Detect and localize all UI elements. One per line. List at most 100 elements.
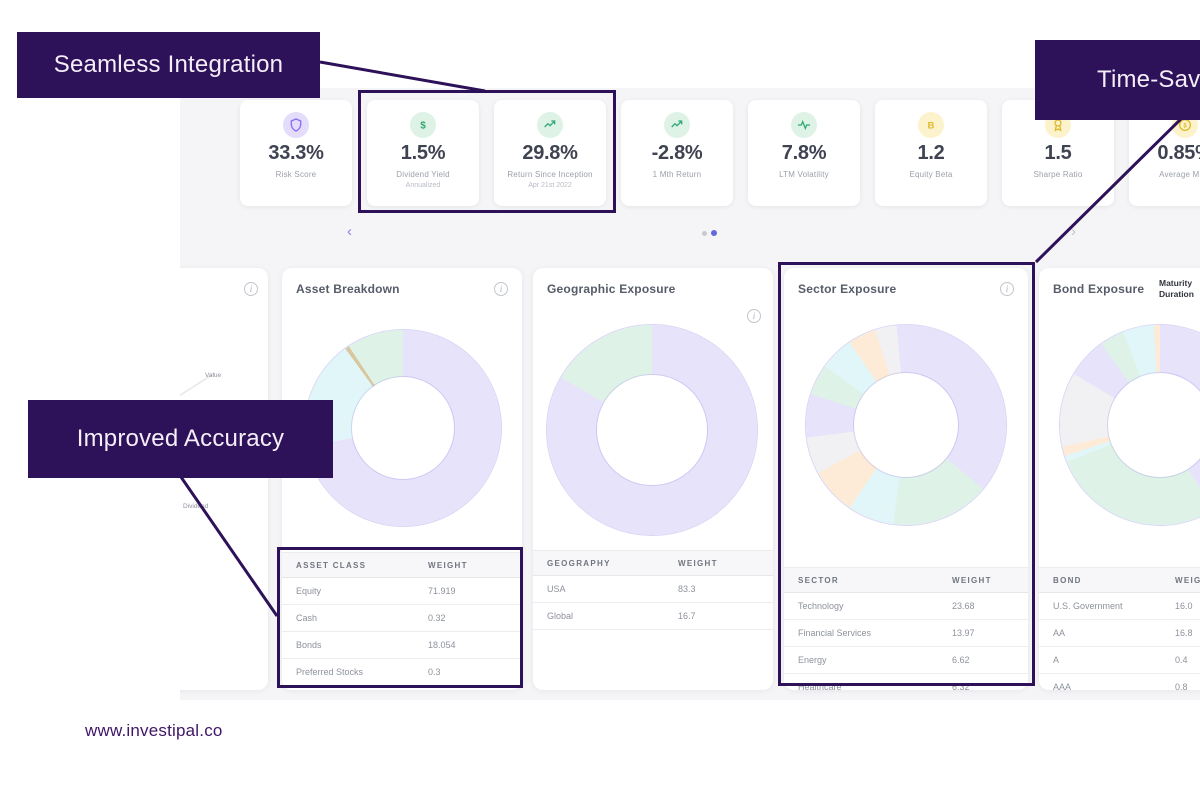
row-value: 23.68 bbox=[952, 601, 975, 611]
col-header: Asset Class bbox=[296, 560, 367, 570]
beta-icon: B bbox=[918, 112, 944, 138]
metric-value: 1.5% bbox=[400, 142, 446, 164]
metric-sublabel: Annualized bbox=[405, 182, 441, 189]
col-header: Weight bbox=[428, 560, 468, 570]
card-title: Asset Breakdown bbox=[296, 282, 400, 296]
row-value: 18.054 bbox=[428, 640, 456, 650]
info-icon[interactable]: i bbox=[494, 282, 508, 296]
metric-value: -2.8% bbox=[651, 142, 703, 164]
sector-exposure-card: Sector Exposure i Sector Weight Technolo… bbox=[784, 268, 1028, 690]
table-row: Equity 71.919 bbox=[282, 578, 522, 605]
asset-breakdown-donut bbox=[305, 330, 501, 526]
maturity-duration-toggle[interactable]: Maturity Duration bbox=[1159, 278, 1194, 300]
bond-exposure-card: Bond Exposure Maturity Duration Bond Wei… bbox=[1039, 268, 1200, 690]
row-label: AAA bbox=[1053, 682, 1072, 690]
metric-label: Risk Score bbox=[275, 170, 317, 179]
row-value: 83.3 bbox=[678, 584, 696, 594]
metric-label: Average MER bbox=[1159, 170, 1200, 179]
toggle-duration[interactable]: Duration bbox=[1159, 289, 1194, 299]
row-value: 0.32 bbox=[428, 613, 446, 623]
table-header: Bond Weight bbox=[1039, 567, 1200, 593]
donut-hole bbox=[597, 375, 707, 485]
metric-card-ltm-volatility: 7.8% LTM Volatility bbox=[748, 100, 860, 206]
row-label: Cash bbox=[296, 613, 318, 623]
row-label: USA bbox=[547, 584, 566, 594]
row-value: 6.32 bbox=[952, 682, 970, 690]
metric-label: LTM Volatility bbox=[779, 170, 829, 179]
geographic-exposure-card: Geographic Exposure i Geography Weight U… bbox=[533, 268, 773, 690]
carousel-prev-icon[interactable]: ‹ bbox=[347, 223, 352, 240]
info-icon[interactable]: i bbox=[244, 282, 258, 296]
callout-improved-accuracy: Improved Accuracy bbox=[28, 400, 333, 478]
toggle-maturity[interactable]: Maturity bbox=[1159, 278, 1193, 288]
radar-axis-label: Dividend bbox=[183, 503, 209, 510]
table-row: Energy 6.62 bbox=[784, 647, 1028, 674]
row-label: Equity bbox=[296, 586, 322, 596]
table-row: AAA 0.8 bbox=[1039, 674, 1200, 690]
sector-exposure-donut bbox=[806, 325, 1006, 525]
donut-hole bbox=[1108, 373, 1200, 477]
card-title: Sector Exposure bbox=[798, 282, 897, 296]
callout-text: Seamless Integration bbox=[53, 51, 284, 78]
row-label: Energy bbox=[798, 655, 827, 665]
col-header: Sector bbox=[798, 575, 839, 585]
table-row: Bonds 18.054 bbox=[282, 632, 522, 659]
info-icon[interactable]: i bbox=[1000, 282, 1014, 296]
row-label: Financial Services bbox=[798, 628, 872, 638]
metric-value: 29.8% bbox=[522, 142, 578, 164]
callout-seamless-integration: Seamless Integration bbox=[17, 32, 320, 98]
dollar-icon: $ bbox=[410, 112, 436, 138]
metric-value: 1.2 bbox=[917, 142, 945, 164]
carousel-dot-active[interactable] bbox=[711, 230, 717, 236]
card-title: Geographic Exposure bbox=[547, 282, 676, 296]
website-url: www.investipal.co bbox=[85, 721, 223, 740]
metric-value: 0.85% bbox=[1157, 142, 1200, 164]
table-row: AA 16.8 bbox=[1039, 620, 1200, 647]
callout-text: Time-Saving bbox=[1096, 66, 1200, 93]
metric-card-dividend-yield: $ 1.5% Dividend Yield Annualized bbox=[367, 100, 479, 206]
table-row: Healthcare 6.32 bbox=[784, 674, 1028, 690]
table-row: Preferred Stocks 0.3 bbox=[282, 659, 522, 686]
table-row: Financial Services 13.97 bbox=[784, 620, 1028, 647]
carousel-next-icon[interactable]: › bbox=[1071, 223, 1076, 240]
metric-label: Equity Beta bbox=[909, 170, 953, 179]
metric-sublabel: Apr 21st 2022 bbox=[528, 182, 572, 189]
table-row: Technology 23.68 bbox=[784, 593, 1028, 620]
col-header: Weight bbox=[952, 575, 992, 585]
col-header: Weight bbox=[1175, 575, 1200, 585]
table-header: Asset Class Weight bbox=[282, 552, 522, 578]
carousel-dot[interactable] bbox=[702, 230, 707, 236]
row-label: Preferred Stocks bbox=[296, 667, 364, 677]
row-value: 71.919 bbox=[428, 586, 456, 596]
row-value: 0.4 bbox=[1175, 655, 1188, 665]
row-label: Healthcare bbox=[798, 682, 842, 690]
row-label: U.S. Government bbox=[1053, 601, 1123, 611]
card-title: Bond Exposure bbox=[1053, 282, 1145, 296]
callout-time-saving: Time-Saving bbox=[1035, 40, 1200, 120]
table-row: Global 16.7 bbox=[533, 603, 773, 630]
table-row: A 0.4 bbox=[1039, 647, 1200, 674]
radar-axis-label: Value bbox=[205, 372, 222, 379]
bond-exposure-donut bbox=[1060, 325, 1200, 525]
row-value: 16.8 bbox=[1175, 628, 1193, 638]
radar-card-partial: i Value Dividend bbox=[180, 268, 268, 690]
table-row: U.S. Government 16.0 bbox=[1039, 593, 1200, 620]
row-value: 0.8 bbox=[1175, 682, 1188, 690]
metric-card-return-since-inception: 29.8% Return Since Inception Apr 21st 20… bbox=[494, 100, 606, 206]
row-value: 13.97 bbox=[952, 628, 975, 638]
row-label: A bbox=[1053, 655, 1060, 665]
col-header: Weight bbox=[678, 558, 718, 568]
table-header: Geography Weight bbox=[533, 550, 773, 576]
col-header: Geography bbox=[547, 558, 611, 568]
investipal-dashboard: 33.3% Risk Score $ 1.5% Dividend Yield A… bbox=[180, 88, 1200, 700]
metric-value: 1.5 bbox=[1044, 142, 1072, 164]
carousel-dots[interactable] bbox=[702, 230, 717, 236]
info-icon[interactable]: i bbox=[747, 309, 761, 323]
metric-label: Sharpe Ratio bbox=[1033, 170, 1083, 179]
callout-text: Improved Accuracy bbox=[76, 425, 285, 452]
row-value: 16.0 bbox=[1175, 601, 1193, 611]
table-row: USA 83.3 bbox=[533, 576, 773, 603]
donut-hole bbox=[352, 377, 454, 479]
table-header: Sector Weight bbox=[784, 567, 1028, 593]
trend-up-icon bbox=[537, 112, 563, 138]
